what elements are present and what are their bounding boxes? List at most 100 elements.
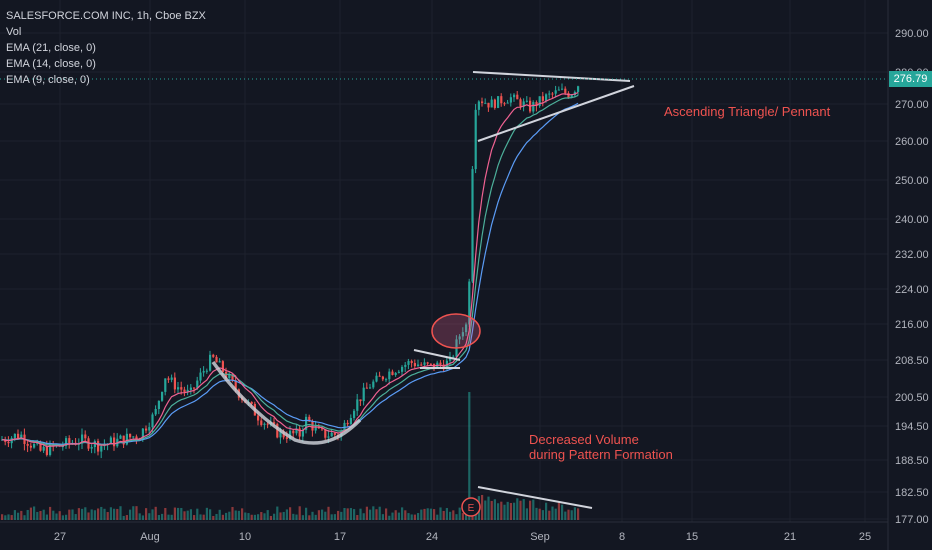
candle (151, 414, 154, 428)
candle (45, 446, 48, 455)
volume-bar (401, 507, 404, 520)
volume-bar (106, 512, 109, 520)
volume-bar (151, 509, 154, 520)
volume-bar (423, 508, 426, 520)
candle (234, 380, 237, 390)
candle (423, 362, 426, 365)
volume-bar (509, 502, 512, 520)
volume-annotation-line2: during Pattern Formation (529, 447, 673, 462)
volume-bar (87, 512, 90, 520)
volume-bar (573, 507, 576, 520)
x-tick-label: 21 (784, 531, 796, 543)
volume-bar (410, 514, 413, 520)
candle (461, 332, 464, 337)
volume-bar (164, 508, 167, 520)
candle (413, 363, 416, 367)
volume-bar (369, 509, 372, 520)
volume-bar (455, 514, 458, 520)
volume-bar (420, 509, 423, 520)
volume-bar (241, 508, 244, 520)
volume-bar (375, 509, 378, 520)
volume-bar (244, 512, 247, 520)
volume-bar (173, 507, 176, 520)
candle (132, 436, 135, 438)
volume-bar (461, 513, 464, 520)
volume-bar (253, 514, 256, 520)
volume-bar (52, 510, 55, 520)
volume-bar (381, 514, 384, 520)
volume-bar (349, 508, 352, 520)
volume-bar (522, 499, 525, 520)
volume-bar (170, 514, 173, 520)
candle (314, 426, 317, 431)
candle (557, 89, 560, 91)
volume-bar (289, 507, 292, 520)
candle (7, 441, 10, 444)
candle (196, 380, 199, 388)
volume-bar (548, 510, 551, 520)
candle (429, 363, 432, 365)
candle (170, 377, 173, 380)
candle (516, 94, 519, 100)
volume-bar (292, 513, 295, 520)
volume-bar (493, 499, 496, 520)
candle (519, 99, 522, 107)
volume-bar (397, 512, 400, 520)
trendline (413, 349, 461, 361)
candle (541, 96, 544, 101)
candle (68, 438, 71, 444)
volume-bar (218, 509, 221, 520)
y-tick-label: 194.50 (895, 421, 929, 433)
candle (81, 434, 84, 444)
volume-bar (49, 506, 52, 520)
volume-bar (7, 514, 10, 520)
candle (506, 102, 509, 104)
volume-bar (378, 506, 381, 520)
volume-bar (516, 498, 519, 520)
candle (458, 336, 461, 340)
volume-bar (81, 508, 84, 520)
x-tick-label: Aug (140, 531, 160, 543)
volume-bar (538, 508, 541, 520)
candle (509, 97, 512, 103)
candle (369, 387, 372, 389)
x-tick-label: 24 (426, 531, 438, 543)
volume-bar (141, 515, 144, 520)
volume-bar (311, 511, 314, 520)
volume-bar (135, 506, 138, 520)
candle (39, 442, 42, 451)
volume-bar (186, 510, 189, 520)
volume-bar (285, 509, 288, 520)
candle (202, 371, 205, 373)
volume-bar (372, 506, 375, 520)
candle (218, 361, 221, 363)
volume-bar (343, 507, 346, 520)
candle (263, 423, 266, 425)
volume-bar (55, 513, 58, 520)
candle (417, 364, 420, 367)
volume-bar (225, 512, 228, 520)
volume-bar (17, 512, 20, 520)
volume-bar (45, 514, 48, 520)
volume-bar (497, 503, 500, 520)
volume-bar (327, 506, 330, 520)
volume-bars (1, 392, 580, 520)
candle (490, 99, 493, 108)
volume-bar (391, 512, 394, 520)
ema14-line (1, 94, 579, 446)
candle (205, 370, 208, 372)
candle (122, 435, 125, 445)
candle (129, 433, 132, 438)
candle (276, 423, 279, 438)
volume-bar (58, 511, 61, 520)
volume-bar (506, 501, 509, 520)
candle (148, 427, 151, 431)
legend-ema14: EMA (14, close, 0) (6, 58, 96, 70)
volume-bar (503, 504, 506, 520)
volume-bar (570, 510, 573, 520)
candle (295, 428, 298, 434)
candle (561, 88, 564, 90)
volume-bar (359, 508, 362, 520)
volume-bar (257, 514, 260, 520)
